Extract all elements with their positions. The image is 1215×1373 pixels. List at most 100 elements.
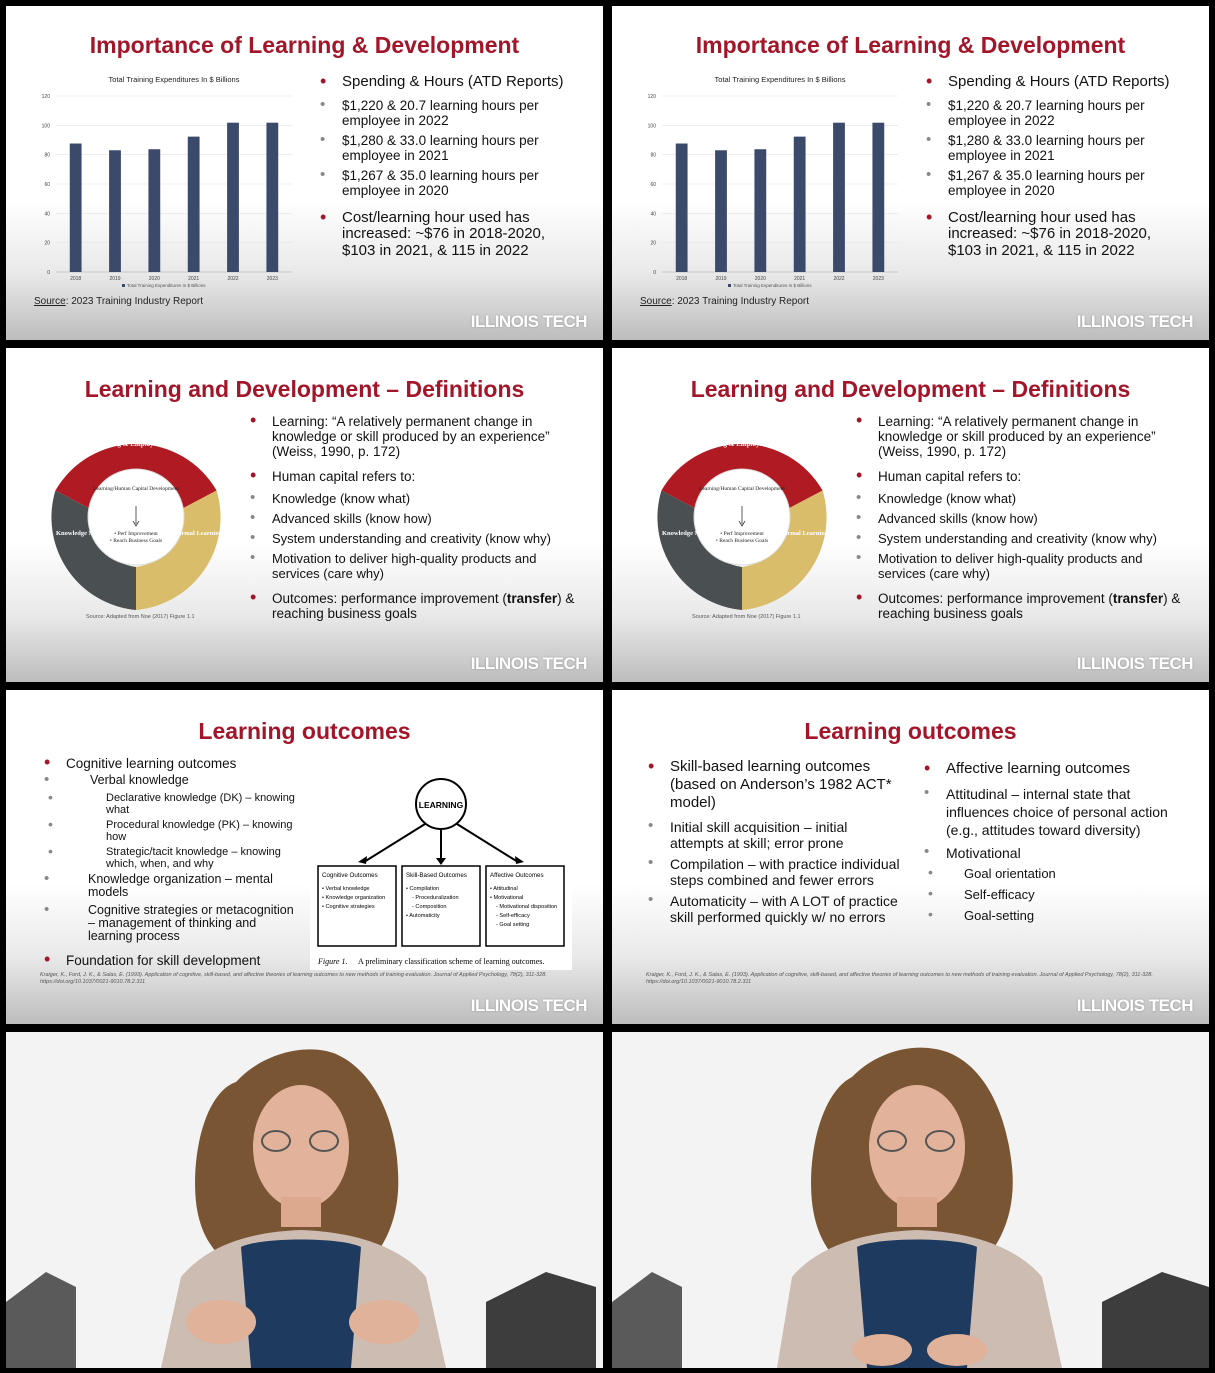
sub-bullet-text: Verbal knowledge [90,773,189,787]
x-tick-label: 2022 [227,276,238,282]
sub-bullet: $1,267 & 35.0 learning hours per employe… [926,167,1186,198]
sub-bullet: Motivation to deliver high-quality produ… [856,550,1186,581]
slide-thumbnail-importance-1[interactable]: Importance of Learning & Development Tot… [6,6,603,340]
bar-chart: Total Training Expenditures In $ Billion… [42,75,292,288]
bullet-bold: transfer [1112,591,1164,606]
slide-thumbnail-cognitive-outcomes[interactable]: Learning outcomes Cognitive learning out… [6,690,603,1024]
box-title: Cognitive Outcomes [322,872,378,879]
presenter-video-1[interactable] [6,1032,603,1368]
ring-label-right: Informal Learning [170,530,223,537]
y-tick-label: 120 [42,94,51,100]
ring-center-label: Learning/Human Capital Development [699,486,785,492]
bar [148,149,161,272]
bar [109,150,121,272]
bar [793,136,806,272]
slide-thumbnail-importance-2[interactable]: Importance of Learning & Development Tot… [612,6,1209,340]
bullet: Spending & Hours (ATD Reports) [320,73,580,91]
bullet: Outcomes: performance improvement (trans… [250,590,580,621]
bullet-text: ) & reaching business goals [878,591,1181,621]
sub-bullet: $1,280 & 33.0 learning hours per employe… [926,132,1186,163]
ring-center-bullet: • Perf Improvement [114,530,158,537]
x-tick-label: 2020 [149,276,160,282]
ring-center-bullet: • Perf Improvement [720,530,764,537]
sub-sub-bullet: Declarative knowledge (DK) – knowing wha… [44,791,302,816]
sub-sub-bullet: Goal-setting [924,907,1174,923]
bar [833,122,845,272]
slide-bullets: Spending & Hours (ATD Reports) $1,220 & … [320,73,580,266]
sub-bullet: Automaticity – with A LOT of practice sk… [648,892,902,925]
diagram-source: Source: Adapted from Noe (2017) Figure 1… [692,614,801,620]
slide-title: Learning outcomes [804,718,1017,744]
bullet: Skill-based learning outcomes (based on … [648,757,902,812]
slide-bullets: Spending & Hours (ATD Reports) $1,220 & … [926,73,1186,266]
box-item: • Attitudinal [490,886,518,892]
slide-title: Learning and Development – Definitions [690,376,1131,402]
illinois-tech-logo: ILLINOIS TECH [470,312,588,331]
ring-label-top: Formal Training & Employee Development [71,440,201,448]
sub-bullet: $1,220 & 20.7 learning hours per employe… [320,97,580,128]
sub-bullet: System understanding and creativity (kno… [250,530,580,546]
ring-diagram: Formal Training & Employee Development K… [657,440,829,610]
ring-diagram: Formal Training & Employee Development K… [51,440,223,610]
sub-bullet: Verbal knowledge [44,773,302,787]
x-tick-label: 2021 [794,276,805,282]
bar [187,136,200,272]
bullet: Affective learning outcomes [924,759,1174,778]
y-tick-label: 80 [44,153,50,159]
sub-bullet: Knowledge (know what) [856,490,1186,506]
citation: Kraiger, K., Ford, J. K., & Salas, E. (1… [40,972,547,985]
x-tick-label: 2019 [715,276,726,282]
sub-bullet: Attitudinal – internal state that influe… [924,784,1174,839]
slide-thumbnail-definitions-2[interactable]: Learning and Development – Definitions F… [612,348,1209,682]
bullet-text: Outcomes: performance improvement ( [878,591,1113,606]
sub-sub-bullet: Self-efficacy [924,886,1174,902]
bar [227,122,239,272]
ring-center-bullet: • Reach Business Goals [110,538,162,544]
presenter-image [6,1032,603,1368]
bullet: Human capital refers to: [856,468,1186,484]
legend-swatch [728,284,731,287]
illinois-tech-logo: ILLINOIS TECH [470,996,588,1015]
bullet: Outcomes: performance improvement (trans… [856,590,1186,621]
y-tick-label: 20 [44,241,50,247]
slide-thumbnail-skill-affective-outcomes[interactable]: Learning outcomes Skill-based learning o… [612,690,1209,1024]
sub-bullet: Motivation to deliver high-quality produ… [250,550,580,581]
sub-sub-bullet: Strategic/tacit knowledge – knowing whic… [44,845,302,870]
bullet: Human capital refers to: [250,468,580,484]
chart-title: Total Training Expenditures In $ Billion… [715,75,846,84]
sub-bullet: Knowledge organization – mental models [44,872,302,899]
slide-title: Importance of Learning & Development [89,32,520,58]
figure-caption-label: Figure 1. [317,957,347,966]
sub-sub-bullet: Goal orientation [924,865,1174,881]
presenter-image [612,1032,1209,1368]
ring-label-right: Informal Learning [776,530,829,537]
source-label: Source [640,296,672,307]
bar [754,149,767,272]
sub-bullet: System understanding and creativity (kno… [856,530,1186,546]
source-note: Source: 2023 Training Industry Report [34,296,203,307]
sub-bullet: Initial skill acquisition – initial atte… [648,818,902,851]
sub-bullet: Advanced skills (know how) [250,510,580,526]
ring-segment-knowledge-management [657,490,742,610]
x-tick-label: 2018 [70,276,81,282]
y-tick-label: 0 [653,270,656,276]
y-tick-label: 120 [648,94,657,100]
ring-center-label: Learning/Human Capital Development [93,486,179,492]
presenter-video-2[interactable] [612,1032,1209,1368]
sub-bullet: Advanced skills (know how) [856,510,1186,526]
slide-title: Importance of Learning & Development [695,32,1126,58]
x-tick-label: 2020 [755,276,766,282]
figure-root: LEARNING [419,800,464,810]
box-item: - Goal setting [496,922,529,928]
slide-thumbnail-definitions-1[interactable]: Learning and Development – Definitions F… [6,348,603,682]
box-item: - Motivational disposition [496,904,557,910]
sub-bullet: Motivational [924,844,1174,861]
sub-bullet: Cognitive strategies or metacognition – … [44,903,302,943]
y-tick-label: 40 [650,211,656,217]
box-item: • Cognitive strategies [322,904,375,910]
learning-outcomes-figure: LEARNING Cognitive Outcomes Skill-Based … [310,774,572,970]
box-item: • Knowledge organization [322,895,385,901]
outcomes-tree: LEARNING Cognitive Outcomes Skill-Based … [317,778,565,966]
sub-bullet: Knowledge (know what) [250,490,580,506]
ring-center-bullet: • Reach Business Goals [716,538,768,544]
